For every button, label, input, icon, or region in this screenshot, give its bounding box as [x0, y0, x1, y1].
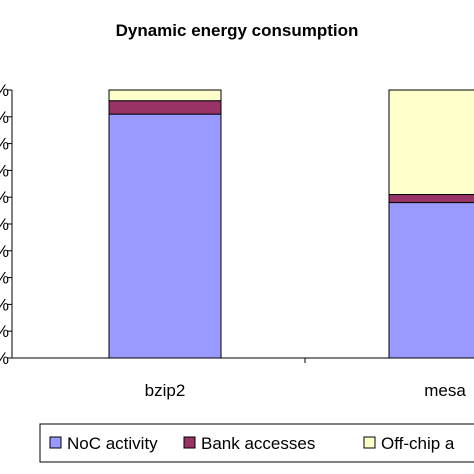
- legend-label: NoC activity: [67, 434, 158, 453]
- y-tick-label: 20%: [0, 295, 9, 314]
- bars: [108, 89, 474, 359]
- y-tick-label: 90%: [0, 108, 9, 127]
- y-tick-label: 50%: [0, 215, 9, 234]
- legend-box: [39, 423, 474, 463]
- chart-title: Dynamic energy consumption: [116, 21, 359, 40]
- bar-mesa-noc-activity: [388, 202, 474, 359]
- category-labels: bzip2 mesa: [145, 381, 467, 400]
- bar-mesa-off-chip-a: [388, 89, 474, 196]
- y-tick-label: 0%: [0, 349, 9, 368]
- legend-swatch: [183, 436, 196, 449]
- bar-bzip2-noc-activity: [108, 113, 222, 359]
- y-tick-label: 70%: [0, 161, 9, 180]
- axes: [11, 90, 474, 363]
- y-tick-label: 10%: [0, 322, 9, 341]
- category-label: mesa: [424, 381, 466, 400]
- y-axis-ticks: 0% 10% 20% 30% 40% 50% 60% 70% 80% 90% 100%: [0, 81, 12, 368]
- y-tick-label: 40%: [0, 242, 9, 261]
- bar-bzip2-bank-accesses: [108, 100, 222, 115]
- category-label: bzip2: [145, 381, 186, 400]
- y-tick-label: 60%: [0, 188, 9, 207]
- legend: NoC activity Bank accesses Off-chip a: [39, 423, 474, 463]
- legend-label: Off-chip a: [381, 434, 455, 453]
- y-tick-label: 80%: [0, 135, 9, 154]
- bar-bzip2-off-chip-a: [108, 89, 222, 102]
- legend-swatch: [49, 436, 62, 449]
- legend-label: Bank accesses: [201, 434, 315, 453]
- y-tick-label: 30%: [0, 269, 9, 288]
- legend-swatch: [363, 436, 376, 449]
- bar-mesa-bank-accesses: [388, 194, 474, 204]
- y-tick-label: 100%: [0, 81, 9, 100]
